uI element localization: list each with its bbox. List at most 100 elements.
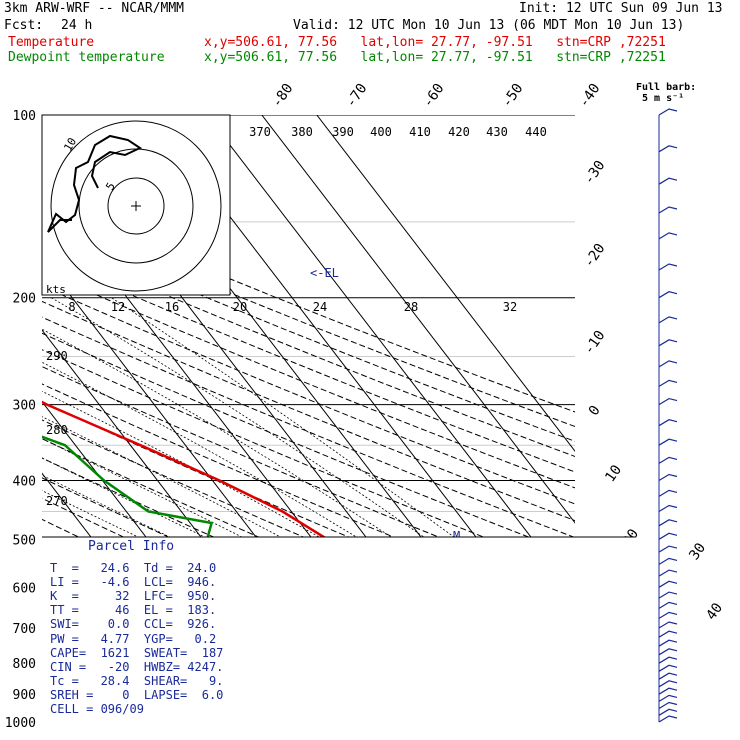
dry-adiabat-label: 370: [249, 125, 271, 139]
parcel-info-row: SREH = 0 LAPSE= 6.0: [50, 687, 224, 702]
wind-barb: [658, 438, 678, 446]
parcel-info-row: SWI= 0.0 CCL= 926.: [50, 617, 217, 632]
dry-adiabat: [42, 255, 575, 473]
parcel-info-row: LI = -4.6 LCL= 946.: [50, 575, 217, 590]
moist-adiabat: [50, 297, 575, 645]
parcel-info-row: Tc = 28.4 SHEAR= 9.: [50, 673, 224, 688]
dry-adiabat-label: 290: [46, 349, 68, 363]
wind-barb: [658, 601, 678, 609]
isotherm: [206, 115, 575, 596]
hodograph-ring-label: 10: [61, 136, 79, 154]
wind-barb: [658, 206, 678, 214]
isotherm-label: 40: [703, 600, 726, 623]
hodograph-units: kts: [46, 283, 66, 296]
wind-barb: [658, 145, 678, 153]
wind-barb: [658, 557, 678, 565]
moist-adiabat-label: 20: [233, 300, 247, 314]
isotherm-label: -70: [343, 81, 371, 111]
dry-adiabat-label: 440: [525, 125, 547, 139]
isotherm-label: -50: [499, 81, 527, 111]
dry-adiabat-label: 390: [332, 125, 354, 139]
dry-adiabat: [42, 349, 575, 574]
wind-barb: [658, 639, 678, 647]
dry-adiabat-label: 420: [448, 125, 470, 139]
isotherm: [0, 115, 13, 722]
isotherm-label: -20: [581, 241, 609, 271]
temperature-station-info: x,y=506.61, 77.56 lat,lon= 27.77, -97.51…: [204, 35, 666, 50]
pressure-tick-label: 300: [13, 399, 36, 414]
wind-barb: [658, 489, 678, 497]
isotherm-label: -10: [581, 328, 609, 358]
wind-barb: [658, 694, 678, 702]
hodograph: 5 10 kts: [41, 114, 231, 296]
dewpoint-legend: Dewpoint temperature: [8, 50, 165, 65]
dry-adiabat-label: 270: [46, 494, 68, 508]
dry-adiabat: [42, 199, 575, 413]
dry-adiabat-label: 380: [291, 125, 313, 139]
isotherm-label: -60: [420, 81, 448, 111]
valid-time: Valid: 12 UTC Mon 10 Jun 13 (06 MDT Mon …: [293, 18, 685, 33]
wind-barb: [658, 316, 678, 324]
pressure-tick-label: 800: [13, 657, 36, 672]
temperature-legend: Temperature: [8, 35, 95, 50]
dry-adiabat: [42, 227, 575, 442]
wind-barb: [658, 569, 678, 577]
moist-adiabat-label: 32: [503, 300, 517, 314]
pressure-tick-label: 100: [13, 109, 36, 124]
wind-barb: [658, 339, 678, 347]
isotherm-label: 0: [586, 403, 604, 419]
barb-legend-title: Full barb:: [636, 82, 697, 93]
dry-adiabat-label: 400: [370, 125, 392, 139]
el-label: <-EL: [310, 266, 339, 280]
wind-barb: [658, 177, 678, 185]
dry-adiabat: [42, 213, 575, 428]
wind-barb: [658, 611, 678, 619]
pressure-tick-label: 600: [13, 581, 36, 596]
wind-barb: [658, 379, 678, 387]
wind-barb: [658, 680, 678, 688]
isotherm: [261, 115, 575, 524]
wind-barb: [658, 504, 678, 513]
wind-barb: [658, 621, 678, 629]
wind-barb: [658, 664, 678, 672]
dry-adiabat-label: 430: [486, 125, 508, 139]
moist-adiabat-label: 24: [313, 300, 327, 314]
wind-barbs: [658, 108, 678, 723]
parcel-info-row: K = 32 LFC= 950.: [50, 589, 217, 604]
parcel-info-row: CIN = -20 HWBZ= 4247.: [50, 659, 224, 674]
wind-barb: [658, 715, 678, 723]
wind-barb: [658, 532, 678, 540]
wind-barb: [658, 519, 678, 527]
parcel-info-row: T = 24.6 Td = 24.0: [50, 561, 217, 575]
parcel-info-row: TT = 46 EL = 183.: [50, 603, 217, 618]
fcst-label: Fcst:: [4, 18, 44, 33]
dry-adiabat-label: 410: [409, 125, 431, 139]
wind-barb: [658, 473, 678, 482]
init-time: Init: 12 UTC Sun 09 Jun 13: [519, 1, 723, 16]
pressure-tick-label: 900: [13, 688, 36, 703]
wind-barb: [658, 108, 678, 116]
wind-barb: [658, 580, 678, 588]
model-title: 3km ARW-WRF -- NCAR/MMM: [4, 1, 185, 16]
pressure-tick-label: 200: [13, 292, 36, 307]
pressure-tick-label: 1000: [5, 716, 36, 731]
parcel-info-title: Parcel Info: [88, 539, 175, 554]
dry-adiabat-label: 280: [46, 423, 68, 437]
wind-barb: [658, 648, 678, 656]
moist-adiabat-label: 12: [111, 300, 125, 314]
wind-barb: [658, 701, 678, 710]
isotherm-label: -80: [269, 81, 297, 111]
isotherm-label: -40: [576, 81, 604, 111]
wind-barb: [658, 360, 678, 368]
wind-barb: [658, 545, 678, 553]
wind-barb: [658, 263, 678, 271]
wind-barb: [658, 687, 678, 695]
wind-barb: [658, 419, 678, 427]
wind-barb: [658, 656, 678, 664]
parcel-info-row: CAPE= 1621 SWEAT= 187: [50, 645, 224, 660]
pressure-tick-label: 400: [13, 474, 36, 489]
parcel-panel-bg: [42, 537, 660, 722]
fcst-value: 24 h: [61, 18, 93, 33]
wind-barb: [658, 291, 678, 299]
max-marker: M: [453, 529, 460, 543]
